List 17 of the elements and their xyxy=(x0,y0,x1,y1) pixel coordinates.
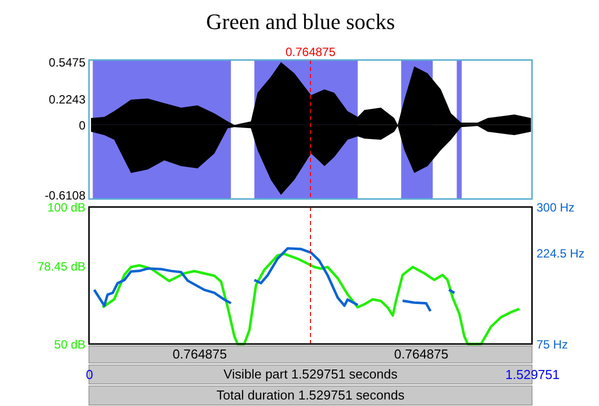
y-tick-label: 50 dB xyxy=(54,338,86,352)
y2-tick-label: 75 Hz xyxy=(536,338,568,352)
y2-tick-label: 224.5 Hz xyxy=(536,246,585,260)
text: 0.764875 xyxy=(394,346,448,362)
y-tick-label: 0.2243 xyxy=(48,92,86,107)
chart-title: Green and blue socks xyxy=(206,9,395,34)
y-tick-label: 0 xyxy=(78,118,86,132)
y2-tick-label: 300 Hz xyxy=(536,200,575,214)
ref-line-label: 0.764875 xyxy=(285,45,336,59)
y-tick-label: 78.45 dB xyxy=(37,260,86,274)
y-tick-label: -0.6108 xyxy=(44,188,86,202)
text: 0.764875 xyxy=(172,346,227,362)
x-axis-title: Visible part 1.529751 seconds xyxy=(224,366,398,382)
text: Total duration 1.529751 seconds xyxy=(216,388,405,402)
y-tick-label: 0.5475 xyxy=(48,56,86,70)
y-tick-label: 100 dB xyxy=(47,200,86,214)
x-tick-label: 1.529751 xyxy=(505,367,560,382)
